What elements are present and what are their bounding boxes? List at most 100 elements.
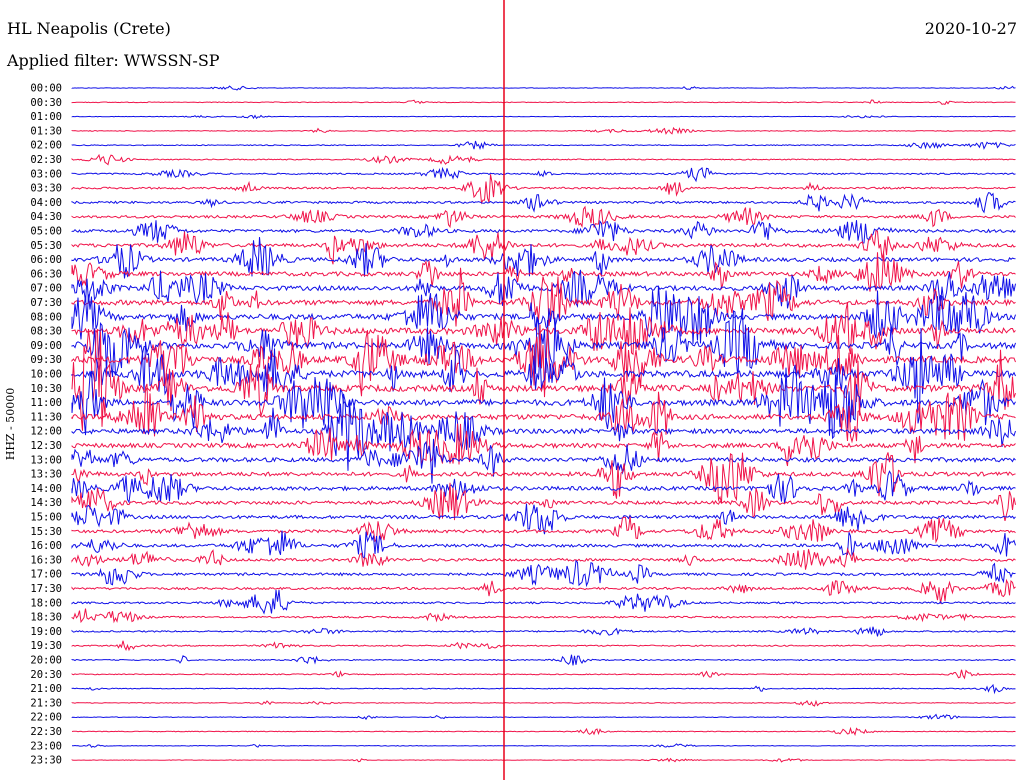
row-time-label: 23:30 bbox=[30, 755, 62, 767]
row-time-label: 12:30 bbox=[30, 440, 62, 452]
seismic-trace-row bbox=[71, 683, 1016, 695]
row-time-label: 19:00 bbox=[30, 626, 62, 638]
row-time-label: 22:00 bbox=[30, 712, 62, 724]
seismic-trace-row bbox=[71, 140, 1016, 151]
row-time-label: 01:00 bbox=[30, 111, 62, 123]
row-time-label: 02:00 bbox=[30, 140, 62, 152]
row-time-label: 18:00 bbox=[30, 597, 62, 609]
seismic-trace-row bbox=[71, 503, 1016, 535]
seismic-trace-row bbox=[71, 153, 1016, 166]
seismic-trace-row bbox=[71, 482, 1016, 522]
y-axis-label: HHZ - 50000 bbox=[4, 388, 17, 461]
seismic-trace-row bbox=[71, 713, 1016, 721]
row-time-label: 16:00 bbox=[30, 540, 62, 552]
row-time-label: 11:00 bbox=[30, 397, 62, 409]
seismic-trace-row bbox=[71, 126, 1016, 135]
row-time-label: 23:00 bbox=[30, 740, 62, 752]
row-time-label: 14:00 bbox=[30, 483, 62, 495]
row-time-label: 12:00 bbox=[30, 426, 62, 438]
seismic-trace-row bbox=[71, 726, 1016, 737]
row-time-label: 02:30 bbox=[30, 154, 62, 166]
seismic-trace-row bbox=[71, 743, 1016, 748]
seismic-trace-row bbox=[71, 174, 1016, 205]
row-time-label: 01:30 bbox=[30, 125, 62, 137]
row-time-label: 13:00 bbox=[30, 454, 62, 466]
row-time-label: 19:30 bbox=[30, 640, 62, 652]
row-time-label: 00:30 bbox=[30, 97, 62, 109]
seismic-trace-row bbox=[71, 393, 1016, 471]
seismic-trace-row bbox=[71, 640, 1016, 652]
seismic-trace-row bbox=[71, 230, 1016, 265]
station-title: HL Neapolis (Crete) bbox=[7, 19, 171, 38]
seismic-trace-row bbox=[71, 626, 1016, 637]
row-time-label: 22:30 bbox=[30, 726, 62, 738]
row-time-label: 18:30 bbox=[30, 612, 62, 624]
row-time-label: 09:00 bbox=[30, 340, 62, 352]
seismic-trace-row bbox=[71, 589, 1016, 615]
row-time-label: 15:30 bbox=[30, 526, 62, 538]
seismic-trace-row bbox=[71, 516, 1016, 544]
seismic-trace-row bbox=[71, 559, 1016, 588]
row-time-label: 15:00 bbox=[30, 512, 62, 524]
row-time-label: 09:30 bbox=[30, 354, 62, 366]
seismic-trace-row bbox=[71, 324, 1016, 398]
seismic-trace-row bbox=[71, 237, 1016, 279]
seismic-trace-row bbox=[71, 530, 1016, 560]
seismic-trace-row bbox=[71, 192, 1016, 214]
row-time-label: 14:30 bbox=[30, 497, 62, 509]
row-time-label: 21:30 bbox=[30, 697, 62, 709]
seismic-trace-row bbox=[71, 364, 1016, 440]
seismic-trace-row bbox=[71, 205, 1016, 229]
row-time-label: 21:00 bbox=[30, 683, 62, 695]
seismic-trace-row bbox=[71, 438, 1016, 484]
seismic-trace-row bbox=[71, 547, 1016, 570]
seismic-trace-row bbox=[71, 85, 1016, 91]
seismic-trace-row bbox=[71, 383, 1016, 444]
seismic-trace-row bbox=[71, 99, 1016, 106]
row-time-label: 03:00 bbox=[30, 168, 62, 180]
row-time-label: 00:00 bbox=[30, 83, 62, 95]
filter-label: Applied filter: WWSSN-SP bbox=[7, 51, 220, 70]
row-time-label: 05:00 bbox=[30, 226, 62, 238]
row-time-label: 20:30 bbox=[30, 669, 62, 681]
row-time-label: 04:30 bbox=[30, 211, 62, 223]
row-time-label: 04:00 bbox=[30, 197, 62, 209]
row-labels-group: 00:00 00:30 01:00 01:30 02:00 02:30 03:00 03:30… bbox=[30, 83, 62, 767]
seismic-trace-row bbox=[71, 269, 1016, 309]
date-label: 2020-10-27 bbox=[924, 19, 1017, 38]
row-time-label: 13:30 bbox=[30, 469, 62, 481]
row-time-label: 10:30 bbox=[30, 383, 62, 395]
seismic-trace-row bbox=[71, 166, 1016, 183]
seismic-trace-row bbox=[71, 699, 1016, 707]
row-time-label: 06:00 bbox=[30, 254, 62, 266]
row-time-label: 08:30 bbox=[30, 326, 62, 338]
seismic-trace-row bbox=[71, 608, 1016, 624]
seismic-trace-row bbox=[71, 329, 1016, 431]
seismic-trace-row bbox=[71, 452, 1016, 503]
seismic-trace-row bbox=[71, 219, 1016, 244]
row-time-label: 17:30 bbox=[30, 583, 62, 595]
traces-group bbox=[71, 85, 1016, 763]
seismic-trace-row bbox=[71, 757, 1016, 763]
seismic-trace-row bbox=[71, 308, 1016, 379]
seismic-trace-row bbox=[71, 669, 1016, 680]
row-time-label: 20:00 bbox=[30, 655, 62, 667]
row-time-label: 06:30 bbox=[30, 268, 62, 280]
seismic-trace-row bbox=[71, 423, 1016, 467]
row-time-label: 07:30 bbox=[30, 297, 62, 309]
seismic-trace-row bbox=[71, 251, 1016, 292]
row-time-label: 08:00 bbox=[30, 311, 62, 323]
seismic-trace-row bbox=[71, 578, 1016, 604]
row-time-label: 10:00 bbox=[30, 369, 62, 381]
row-time-label: 07:00 bbox=[30, 283, 62, 295]
row-time-label: 16:30 bbox=[30, 554, 62, 566]
seismic-trace-row bbox=[71, 302, 1016, 356]
seismic-trace-row bbox=[71, 654, 1016, 666]
seismic-trace-row bbox=[71, 114, 1016, 120]
row-time-label: 03:30 bbox=[30, 183, 62, 195]
seismic-trace-row bbox=[71, 470, 1016, 504]
row-time-label: 17:00 bbox=[30, 569, 62, 581]
row-time-label: 05:30 bbox=[30, 240, 62, 252]
seismic-trace-row bbox=[71, 267, 1016, 327]
